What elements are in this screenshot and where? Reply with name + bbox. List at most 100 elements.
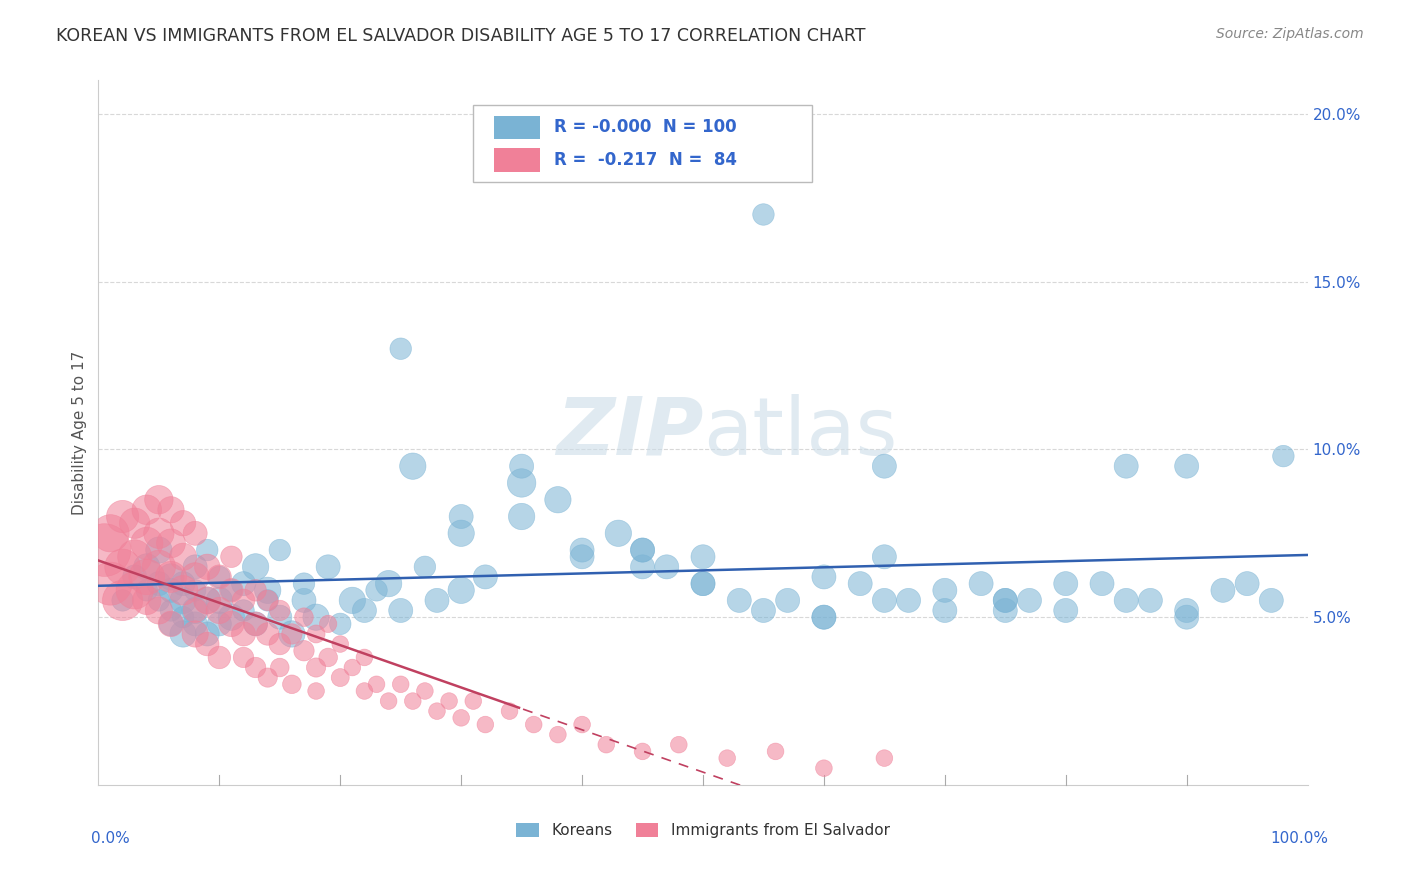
Point xyxy=(269,603,291,617)
Point xyxy=(184,616,207,631)
Point xyxy=(281,677,304,691)
Point xyxy=(292,576,315,591)
Text: R = -0.000  N = 100: R = -0.000 N = 100 xyxy=(554,119,737,136)
Point xyxy=(377,576,399,591)
Point xyxy=(450,583,472,598)
Text: R =  -0.217  N =  84: R = -0.217 N = 84 xyxy=(554,151,737,169)
Point xyxy=(93,543,115,558)
Point xyxy=(547,728,569,742)
Point xyxy=(510,475,533,490)
Point xyxy=(135,583,157,598)
Point xyxy=(631,543,654,558)
Point xyxy=(269,637,291,651)
Point xyxy=(873,751,896,765)
Point xyxy=(208,603,231,617)
Point xyxy=(111,559,134,574)
Point xyxy=(148,543,170,558)
Point xyxy=(135,559,157,574)
Y-axis label: Disability Age 5 to 17: Disability Age 5 to 17 xyxy=(72,351,87,515)
Point xyxy=(195,543,218,558)
Point xyxy=(160,616,183,631)
Point xyxy=(269,660,291,674)
Point xyxy=(1272,449,1295,463)
Point xyxy=(160,536,183,550)
Point xyxy=(208,570,231,584)
Point xyxy=(316,559,339,574)
Point xyxy=(208,570,231,584)
Bar xyxy=(494,148,540,171)
Point xyxy=(292,610,315,624)
Point xyxy=(184,603,207,617)
Point xyxy=(329,671,352,685)
Point xyxy=(135,503,157,517)
Point xyxy=(1018,593,1040,607)
Point xyxy=(111,593,134,607)
Point xyxy=(873,459,896,474)
Point xyxy=(631,559,654,574)
Point xyxy=(1260,593,1282,607)
Text: 100.0%: 100.0% xyxy=(1271,831,1329,846)
Point xyxy=(172,627,194,641)
Point xyxy=(994,593,1017,607)
Point xyxy=(595,738,617,752)
Point xyxy=(776,593,799,607)
Point xyxy=(172,593,194,607)
Point xyxy=(208,650,231,665)
Point xyxy=(305,660,328,674)
Point xyxy=(195,637,218,651)
Point xyxy=(813,610,835,624)
Point xyxy=(1175,603,1198,617)
Point xyxy=(245,660,267,674)
Point xyxy=(232,576,254,591)
Point xyxy=(1175,459,1198,474)
Point xyxy=(245,559,267,574)
Point xyxy=(1139,593,1161,607)
Point xyxy=(1175,610,1198,624)
Point xyxy=(437,694,460,708)
Point xyxy=(498,704,520,718)
Point xyxy=(124,549,146,564)
Point xyxy=(571,549,593,564)
Point xyxy=(571,543,593,558)
Point xyxy=(221,616,243,631)
Point xyxy=(124,570,146,584)
Point xyxy=(377,694,399,708)
Point xyxy=(728,593,751,607)
Point xyxy=(269,543,291,558)
Point xyxy=(547,492,569,507)
Point xyxy=(655,559,678,574)
Point xyxy=(994,603,1017,617)
Point xyxy=(1054,603,1077,617)
Point xyxy=(232,603,254,617)
Point xyxy=(970,576,993,591)
Point xyxy=(426,704,449,718)
Point xyxy=(342,593,364,607)
Point xyxy=(692,549,714,564)
Point xyxy=(510,459,533,474)
Text: 0.0%: 0.0% xyxy=(91,831,131,846)
Point xyxy=(160,570,183,584)
Point xyxy=(184,559,207,574)
Point xyxy=(1091,576,1114,591)
Point xyxy=(245,616,267,631)
Point xyxy=(571,717,593,731)
Point xyxy=(221,610,243,624)
Legend: Koreans, Immigrants from El Salvador: Koreans, Immigrants from El Salvador xyxy=(510,816,896,844)
Point xyxy=(305,684,328,698)
Point xyxy=(813,761,835,775)
Point xyxy=(402,694,425,708)
Point xyxy=(316,650,339,665)
Point xyxy=(292,644,315,658)
Point xyxy=(873,549,896,564)
Point xyxy=(184,603,207,617)
Point xyxy=(426,593,449,607)
Point xyxy=(668,738,690,752)
Point xyxy=(100,526,122,541)
Point xyxy=(692,576,714,591)
Point xyxy=(124,583,146,598)
Point xyxy=(160,570,183,584)
Point xyxy=(366,583,388,598)
Point xyxy=(148,603,170,617)
Point xyxy=(463,694,485,708)
Point xyxy=(716,751,738,765)
